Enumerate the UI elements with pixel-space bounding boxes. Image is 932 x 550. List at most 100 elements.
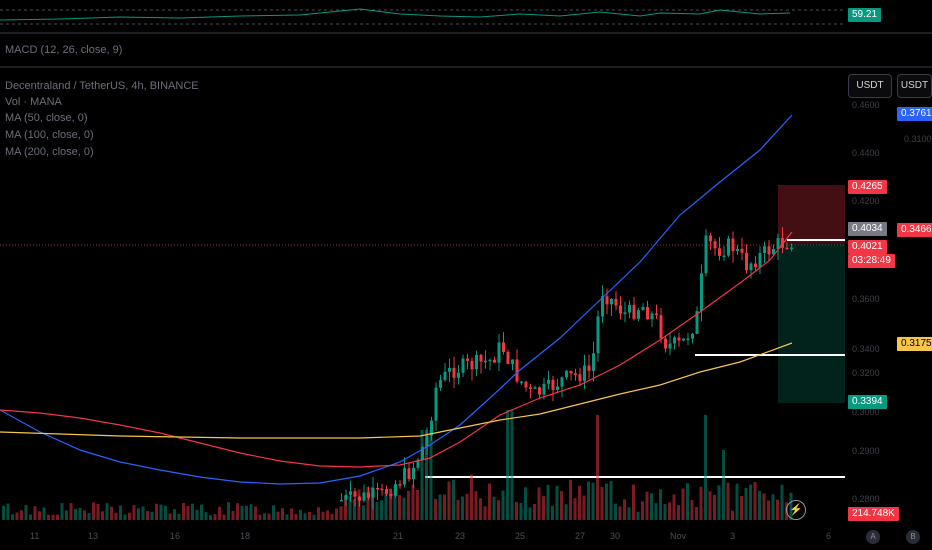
volume-bar	[519, 503, 523, 520]
x-tick: 30	[610, 531, 621, 541]
volume-bar	[123, 514, 127, 520]
volume-bar	[618, 506, 622, 520]
volume-bar	[74, 508, 77, 520]
volume-bar	[488, 483, 491, 520]
volume-bar	[578, 485, 581, 520]
y-tick: 0.3600	[852, 294, 880, 304]
volume-bar	[204, 512, 208, 520]
volume-bar	[65, 510, 68, 520]
candle-body	[754, 263, 757, 268]
volume-bar	[681, 488, 685, 520]
candle-body	[569, 370, 573, 374]
last-price-badge: 0.4021	[848, 240, 887, 254]
volume-bar	[276, 511, 280, 520]
x-tick: 18	[240, 531, 251, 541]
x-tick: 23	[455, 531, 466, 541]
volume-bar	[776, 499, 779, 520]
volume-bar	[564, 504, 568, 520]
volume-bar	[402, 497, 406, 520]
candle-body	[659, 315, 663, 339]
candle-body	[488, 359, 492, 362]
volume-bar	[708, 491, 712, 520]
candle-body	[520, 381, 523, 384]
volume-bar	[20, 510, 23, 520]
volume-bar	[690, 499, 694, 520]
volume-bar	[411, 484, 415, 520]
candle-body	[430, 420, 433, 436]
candle-body	[722, 255, 726, 258]
candle-body	[650, 313, 654, 320]
volume-bar	[33, 506, 37, 520]
volume-bar	[699, 486, 703, 520]
candle-body	[380, 488, 384, 491]
candle-body	[731, 238, 735, 252]
ma-fast-line	[0, 114, 793, 485]
volume-bar	[744, 488, 748, 520]
volume-bar	[438, 494, 442, 520]
volume-bar	[771, 494, 775, 520]
volume-bar	[447, 481, 451, 520]
candle-body	[353, 491, 357, 497]
candle-body	[389, 493, 393, 496]
bookmark-icon[interactable]: B	[906, 530, 920, 544]
candle-body	[340, 499, 343, 502]
volume-bar	[168, 513, 172, 520]
ma200-legend[interactable]: MA (200, close, 0)	[5, 146, 94, 158]
volume-bar	[348, 495, 352, 520]
volume-legend[interactable]: Vol · MANA	[5, 96, 62, 108]
volume-bar	[164, 505, 167, 520]
currency-button-right[interactable]: USDT	[897, 74, 932, 98]
volume-bar	[753, 482, 757, 520]
volume-bar	[290, 508, 293, 520]
candle-body	[349, 491, 352, 495]
volume-bar	[555, 485, 559, 520]
volume-bar	[272, 505, 275, 520]
reward-zone	[778, 243, 845, 403]
volume-bar	[465, 493, 469, 520]
volume-bar	[137, 508, 140, 520]
volume-bar	[506, 410, 509, 520]
macd-label[interactable]: MACD (12, 26, close, 9)	[5, 44, 123, 56]
volume-bar	[434, 498, 437, 520]
candle-body	[704, 235, 708, 274]
volume-bar	[200, 504, 203, 520]
lightning-icon[interactable]: ⚡	[786, 500, 806, 520]
ma100-legend[interactable]: MA (100, close, 0)	[5, 129, 94, 141]
volume-bar	[83, 510, 86, 520]
x-tick: Nov	[670, 531, 687, 541]
volume-bar	[510, 410, 514, 520]
volume-bar	[443, 494, 446, 520]
volume-bar	[605, 483, 608, 520]
candle-body	[448, 367, 451, 372]
target-price-badge: 0.3394	[848, 395, 887, 409]
candle-body	[403, 468, 406, 485]
candle-body	[619, 305, 622, 314]
risk-zone	[778, 185, 845, 243]
y-tick: 0.2900	[852, 446, 880, 456]
currency-button-left[interactable]: USDT	[848, 74, 892, 98]
volume-bar	[330, 513, 334, 520]
volume-value-badge: 214.748K	[848, 507, 899, 521]
volume-bar	[677, 505, 680, 520]
symbol-title[interactable]: Decentraland / TetherUS, 4h, BINANCE	[5, 80, 199, 92]
volume-bar	[596, 415, 599, 520]
candle-body	[592, 353, 595, 371]
volume-bar	[524, 487, 527, 520]
candle-body	[479, 354, 483, 362]
candle-body	[655, 313, 658, 316]
candle-body	[511, 359, 514, 364]
volume-bar	[663, 504, 667, 520]
candle-body	[502, 342, 505, 352]
volume-bar	[114, 512, 118, 520]
volume-bar	[96, 503, 100, 520]
candle-body	[376, 487, 379, 490]
candle-body	[736, 248, 739, 252]
volume-bar	[686, 483, 689, 520]
ma50-legend[interactable]: MA (50, close, 0)	[5, 112, 88, 124]
volume-bar	[393, 486, 397, 520]
candle-body	[542, 383, 546, 395]
volume-bar	[533, 503, 536, 520]
auto-scale-icon[interactable]: A	[866, 530, 880, 544]
volume-bar	[362, 505, 365, 520]
